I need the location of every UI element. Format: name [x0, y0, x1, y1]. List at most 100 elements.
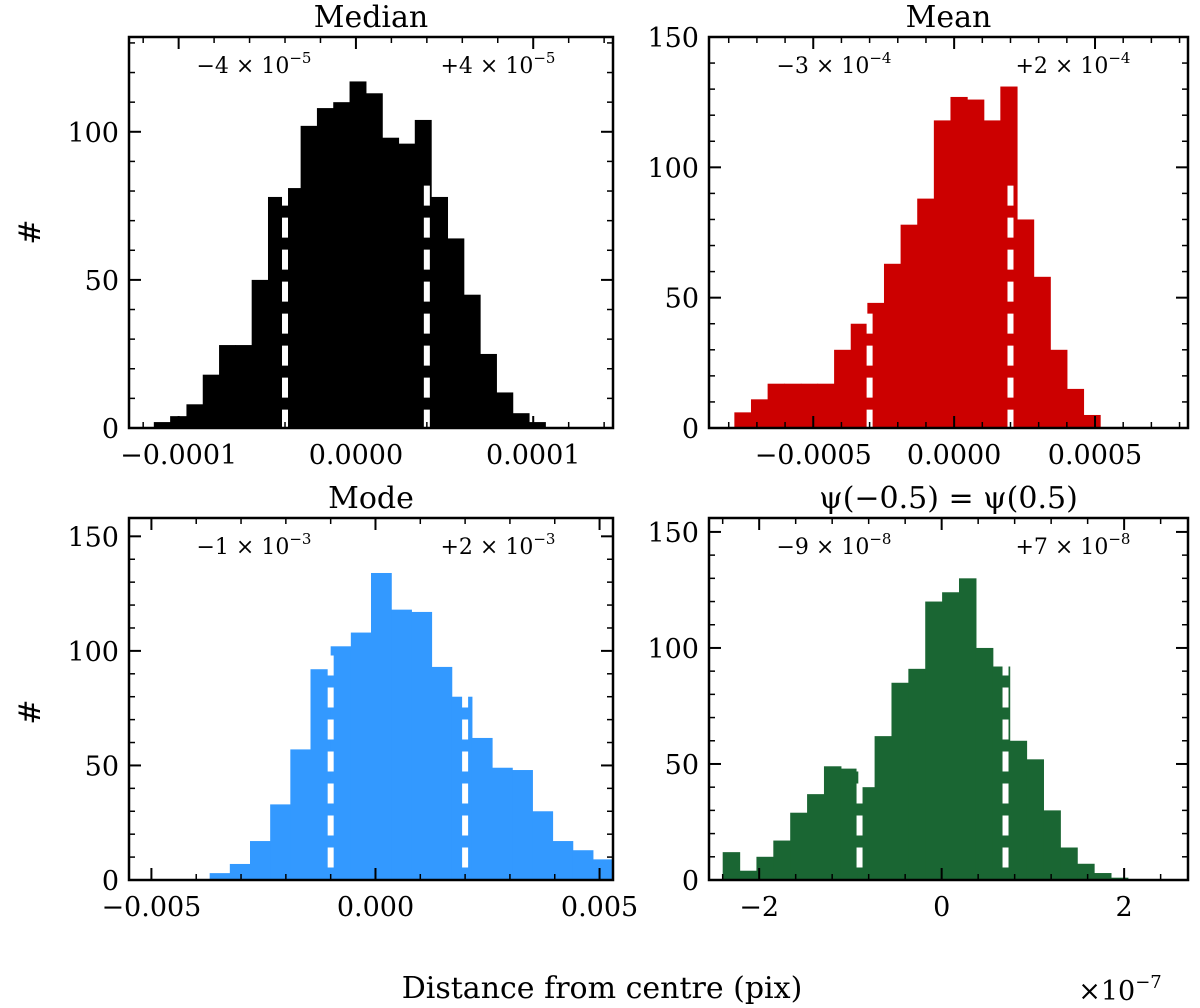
mode-xtick-label: 0.005 [561, 892, 638, 923]
median-bar [365, 93, 383, 428]
median-lower-annotation-exp: −5 [289, 49, 311, 67]
mean-ytick-label: 0 [682, 414, 699, 445]
mode-ytick-label: 150 [67, 522, 119, 553]
median-bar [316, 108, 334, 428]
mean-bar [850, 323, 868, 428]
mode-lower-annotation-exp: −3 [289, 530, 311, 548]
mode-bar [451, 696, 473, 880]
mean-bar [767, 383, 785, 428]
median-bar [333, 102, 351, 429]
psi-bar [1060, 847, 1078, 880]
psi-bar [739, 870, 758, 880]
median-xtick-label: −0.0001 [120, 440, 237, 471]
median-xtick-label: 0.0001 [486, 440, 580, 471]
median-bar [349, 81, 367, 429]
y-axis-label-top: # [13, 219, 48, 244]
mean-axes-frame [707, 35, 1190, 430]
psi-bar [942, 592, 960, 880]
mode-bar [330, 646, 352, 880]
mode-xtick-label: −0.005 [101, 892, 201, 923]
mean-title: Mean [906, 0, 992, 35]
mean-bar [983, 120, 1001, 428]
mode-bar [552, 841, 574, 880]
mean-upper-annotation: +2 × 10−4 [1016, 49, 1131, 79]
psi-xtick-label: −2 [739, 892, 779, 923]
psi-lower-annotation-exp: −8 [869, 530, 891, 548]
psi-bar [1043, 810, 1061, 880]
mode-bar [391, 609, 412, 880]
median-bar [463, 294, 481, 428]
psi-bar [958, 578, 977, 880]
mean-xtick-label: 0.0005 [1048, 440, 1142, 471]
median-bar [300, 125, 318, 429]
psi-bar [840, 768, 859, 880]
mean-lower-annotation-base: −3 × 10 [777, 54, 870, 79]
mean-upper-annotation-exp: −4 [1108, 49, 1130, 67]
mean-lower-annotation-exp: −4 [869, 49, 891, 67]
x-scale-multiplier-exp: −7 [1135, 972, 1162, 993]
median-bar [153, 422, 171, 428]
median-bar [398, 143, 416, 428]
median-bar [382, 137, 400, 428]
median-ytick-label: 50 [85, 266, 119, 297]
x-scale-multiplier: ×10−7 [1078, 972, 1162, 1007]
psi-ytick-label: 150 [647, 518, 699, 549]
mode-bar [270, 804, 291, 880]
mean-bar [1016, 219, 1035, 428]
mean-bar [1066, 388, 1085, 428]
mode-bar [492, 767, 513, 880]
median-bar [186, 404, 204, 428]
median-bar [219, 345, 236, 428]
median-bar [512, 413, 530, 428]
mode-lower-annotation: −1 × 10−3 [197, 530, 312, 560]
mode-ytick-label: 100 [67, 637, 119, 668]
psi-bar [925, 601, 943, 880]
psi-bar [773, 840, 791, 880]
mode-upper-annotation: +2 × 10−3 [441, 530, 556, 560]
mode-bar [532, 811, 554, 880]
mean-bar [817, 383, 835, 428]
mode-upper-annotation-base: +2 × 10 [441, 535, 534, 560]
psi-bar [722, 852, 741, 880]
mode-bar [471, 737, 493, 880]
mode-xtick-label: 0.000 [337, 892, 414, 923]
mode-bar [411, 611, 433, 880]
psi-upper-annotation: +7 × 10−8 [1016, 530, 1131, 560]
psi-bar [756, 856, 774, 880]
psi-bar [1009, 740, 1028, 880]
psi-bar [891, 682, 909, 880]
median-title: Median [314, 0, 428, 35]
psi-bar [790, 812, 808, 880]
median-bar [251, 279, 269, 428]
mode-lower-annotation-base: −1 × 10 [197, 535, 290, 560]
mode-bar [310, 669, 332, 880]
mode-ytick-label: 0 [102, 866, 119, 897]
psi-bar [807, 794, 825, 880]
psi-lower-annotation: −9 × 10−8 [777, 530, 892, 560]
median-upper-annotation-base: +4 × 10 [441, 54, 534, 79]
median-bar [480, 353, 497, 428]
mode-bar [512, 770, 533, 880]
mean-bar [900, 224, 918, 428]
mean-lower-annotation: −3 × 10−4 [777, 49, 892, 79]
mean-bar [967, 99, 985, 428]
x-axis-label: Distance from centre (pix) [402, 971, 803, 1006]
psi-bar [823, 766, 842, 880]
mode-bar [229, 863, 251, 880]
mode-bar [250, 841, 271, 880]
mode-bar [290, 749, 312, 880]
psi-bar [975, 647, 994, 880]
median-lower-annotation: −4 × 10−5 [197, 49, 312, 79]
median-upper-annotation: +4 × 10−5 [441, 49, 556, 79]
mode-bar [592, 859, 614, 880]
mode-bar [431, 666, 453, 880]
median-ytick-label: 100 [67, 118, 119, 149]
y-axis-label-bottom: # [13, 699, 48, 724]
median-bar [235, 345, 253, 428]
mean-bar [950, 96, 968, 428]
median-bar [284, 188, 302, 428]
